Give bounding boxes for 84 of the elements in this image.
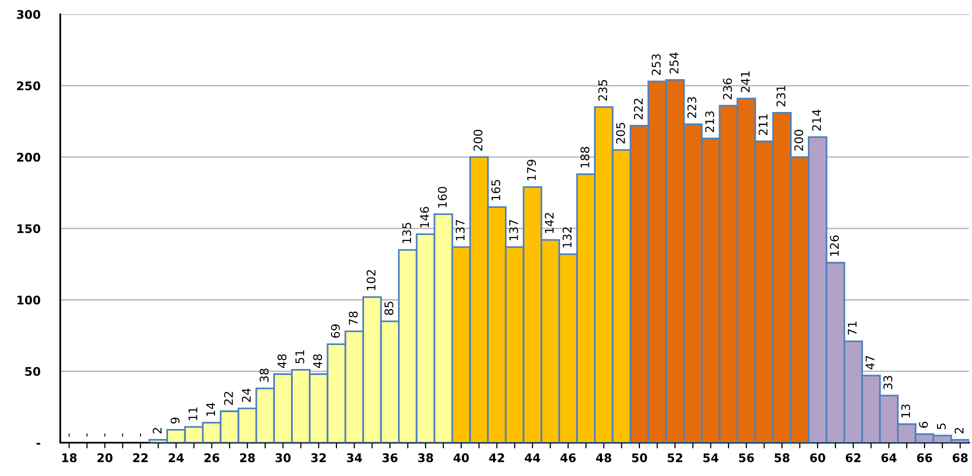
data-label: 211 — [758, 114, 768, 135]
data-label: 214 — [812, 110, 821, 131]
data-label: 253 — [652, 54, 661, 75]
data-label: 223 — [687, 97, 696, 118]
y-tick-label: 300 — [16, 10, 40, 19]
data-label: 2 — [152, 428, 162, 434]
data-label: 6 — [919, 422, 928, 428]
y-tick-label: 200 — [17, 152, 40, 162]
y-tick-label: 100 — [18, 296, 40, 305]
data-label: 5 — [937, 424, 946, 430]
data-label: 160 — [438, 186, 447, 208]
data-label: 146 — [420, 206, 429, 228]
x-tick-label: 64 — [881, 453, 897, 462]
x-tick-label: 40 — [454, 453, 469, 462]
data-label: 48 — [278, 354, 286, 368]
data-label: 200 — [474, 130, 482, 151]
x-tick-label: 36 — [382, 453, 398, 462]
data-label: 9 — [170, 418, 180, 424]
data-label: 33 — [883, 376, 892, 390]
data-label: 126 — [830, 235, 839, 256]
data-label: 142 — [544, 212, 554, 234]
data-label: 48 — [313, 354, 322, 368]
data-label: 188 — [580, 146, 590, 168]
data-label: 135 — [402, 222, 412, 244]
data-label: 236 — [723, 78, 732, 100]
x-tick-label: 34 — [346, 453, 362, 462]
data-label: - — [104, 433, 106, 437]
data-label: 241 — [740, 72, 750, 92]
x-tick-label: 48 — [596, 453, 612, 462]
y-tick-label: - — [36, 442, 40, 445]
x-tick-label: 44 — [524, 453, 540, 462]
x-tick-label: 66 — [917, 453, 932, 462]
data-label: 235 — [598, 80, 608, 101]
x-tick-label: 24 — [168, 453, 184, 462]
data-label: 213 — [705, 111, 714, 132]
data-label: 137 — [456, 220, 465, 240]
x-tick-label: 42 — [489, 453, 504, 462]
data-label: 14 — [206, 402, 215, 416]
data-label: 205 — [616, 122, 626, 144]
x-tick-label: 28 — [240, 453, 255, 462]
data-label: - — [86, 433, 88, 437]
data-label: - — [140, 433, 141, 437]
data-label: 22 — [224, 392, 233, 405]
x-tick-label: 56 — [739, 453, 754, 462]
data-label: 254 — [670, 52, 678, 74]
x-tick-label: 68 — [952, 453, 968, 462]
x-tick-label: 20 — [98, 453, 112, 462]
data-label: 222 — [634, 98, 643, 120]
data-label: 51 — [295, 350, 304, 364]
data-label: 71 — [848, 322, 857, 335]
y-tick-label: 150 — [18, 224, 40, 234]
x-tick-label: 30 — [276, 453, 291, 462]
data-label: 165 — [491, 180, 500, 200]
x-tick-label: 60 — [810, 453, 826, 462]
data-label: 137 — [509, 220, 518, 240]
data-label: - — [68, 433, 70, 437]
data-label: 78 — [348, 312, 358, 325]
x-tick-label: 18 — [62, 453, 77, 462]
x-tick-label: 62 — [846, 453, 860, 462]
data-label: - — [122, 433, 124, 437]
data-label: 85 — [384, 302, 394, 315]
data-label: 11 — [188, 407, 198, 420]
x-tick-label: 22 — [133, 453, 148, 462]
data-label: 24 — [242, 388, 251, 402]
data-label: 69 — [330, 324, 340, 338]
data-label: 231 — [776, 86, 786, 106]
x-tick-label: 50 — [632, 453, 648, 462]
data-label: 200 — [794, 130, 804, 151]
x-tick-label: 58 — [774, 453, 790, 462]
y-tick-label: 250 — [17, 81, 40, 90]
data-label: 179 — [526, 160, 536, 180]
data-label: 38 — [260, 368, 269, 382]
x-tick-label: 52 — [668, 453, 682, 462]
x-tick-label: 38 — [418, 453, 434, 462]
data-label: 13 — [901, 404, 910, 418]
x-tick-label: 32 — [311, 453, 326, 462]
x-tick-label: 54 — [703, 453, 718, 462]
data-label: 132 — [562, 227, 572, 248]
x-tick-label: 46 — [560, 453, 576, 462]
x-tick-label: 26 — [204, 453, 220, 462]
data-label: 102 — [366, 270, 376, 290]
data-label: 47 — [866, 356, 874, 370]
data-label: 2 — [954, 428, 964, 434]
y-tick-label: 50 — [25, 367, 40, 376]
